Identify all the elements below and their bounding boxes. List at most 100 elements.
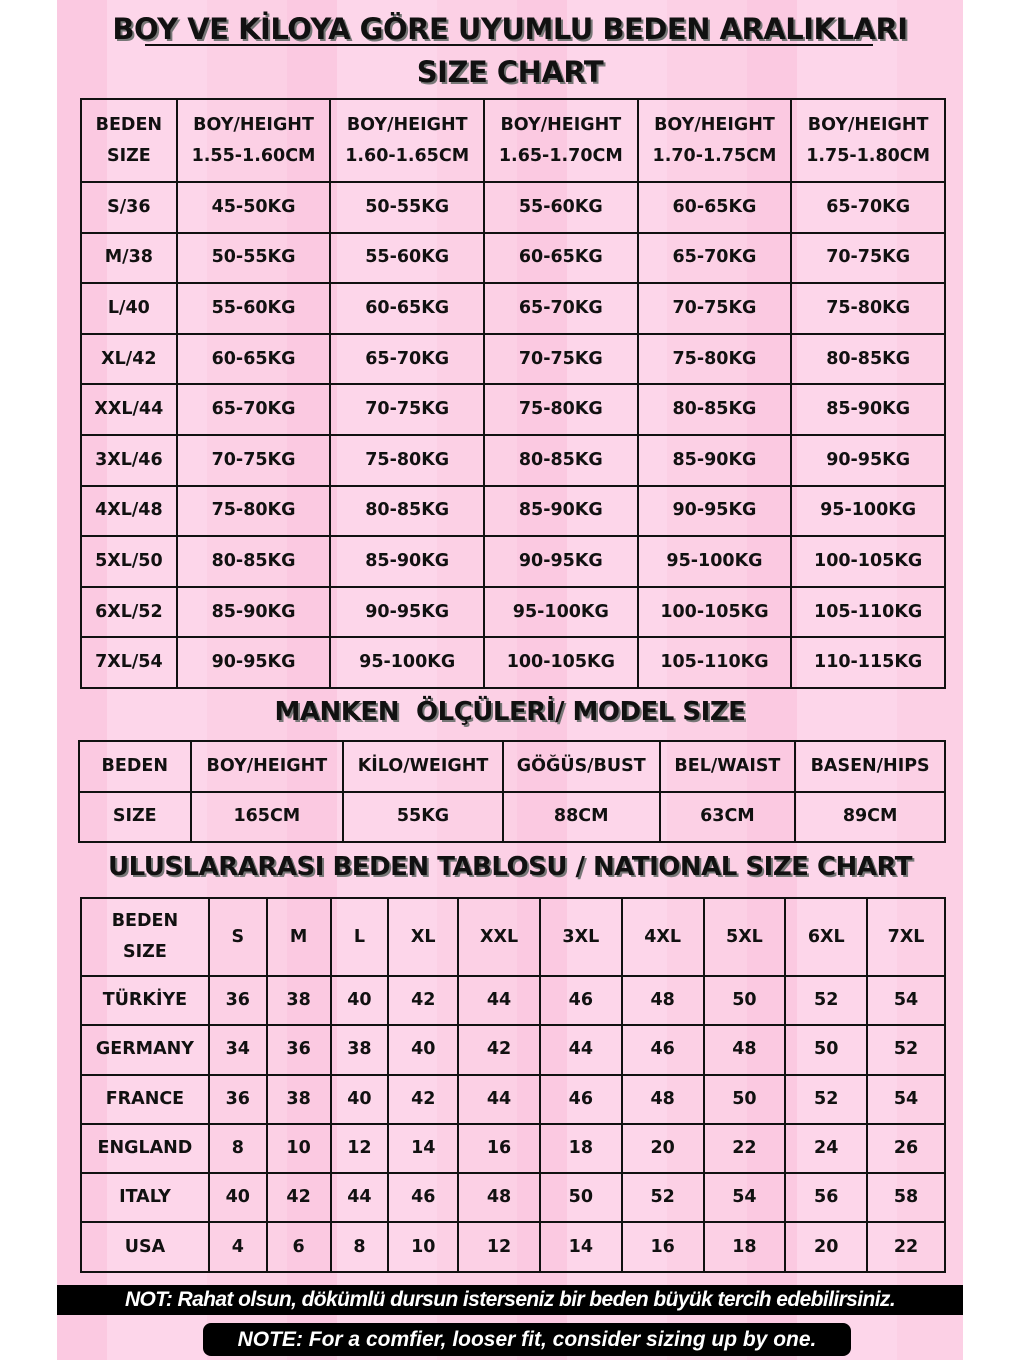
table-cell: 88CM [501,790,661,843]
table-cell: 75-80KG [483,383,639,436]
table-cell: 10 [387,1221,460,1273]
table-cell: 95-100KG [329,636,485,689]
table-cell: 80-85KG [483,433,639,487]
table-cell: 90-95KG [483,535,639,588]
table-cell: 105-110KG [790,585,946,639]
table-cell: 50-55KG [175,231,332,285]
header-cell: S [207,897,268,977]
table-cell: 58 [866,1172,946,1224]
table-cell: 46 [538,1073,623,1125]
table-cell: 16 [457,1122,541,1175]
note-english: NOTE: For a comfier, looser fit, conside… [203,1323,851,1356]
header-row: BEDEN BOY/HEIGHT KİLO/WEIGHT GÖĞÜS/BUST BEL/… [78,740,946,793]
table-cell: BASEN/HIPS [794,740,946,793]
header-row: BEDEN SIZE BOY/HEIGHT 1.55-1.60CM BOY/HEIGHT… [80,98,946,183]
table-cell: 50-55KG [329,181,485,234]
header-cell: 4XL [620,897,705,977]
table-row: S/36 45-50KG 50-55KG 55-60KG 60-65KG 65-70KG [80,181,946,234]
table-cell: 3XL/46 [80,433,178,487]
table-cell: 70-75KG [329,383,485,436]
note-turkish: NOT: Rahat olsun, dökümlü dursun isterse… [57,1285,963,1315]
table-cell: BEDEN [78,740,192,793]
table-cell: 6 [265,1221,332,1273]
header-cell: 6XL [784,897,869,977]
table-cell: SIZE [78,790,192,843]
header-cell: BEDEN SIZE [80,897,210,977]
table-cell: 46 [538,974,623,1027]
table-cell: 44 [329,1172,390,1224]
table-cell: 52 [620,1172,705,1224]
table-row: FRANCE 36 38 40 42 44 46 48 50 52 54 [80,1073,946,1125]
table-cell: 54 [866,974,946,1027]
table-cell: L/40 [80,282,178,335]
table-cell: 90-95KG [175,636,332,689]
table-cell: 46 [387,1172,460,1224]
table-row: 4XL/48 75-80KG 80-85KG 85-90KG 90-95KG 95-100… [80,484,946,538]
table-cell: 55-60KG [483,181,639,234]
header-text: 1.70-1.75CM [652,145,777,166]
table-row: GERMANY 34 36 38 40 42 44 46 48 50 52 [80,1024,946,1076]
table-cell: 65-70KG [790,181,946,234]
table-cell: 50 [702,1073,787,1125]
table-cell: 4 [207,1221,268,1273]
table-cell: 55-60KG [175,282,332,335]
table-cell: 85-90KG [790,383,946,436]
table-cell: 6XL/52 [80,585,178,639]
header-text: BOY/HEIGHT [193,114,314,135]
table-row: TÜRKİYE 36 38 40 42 44 46 48 50 52 54 [80,974,946,1027]
table-cell: GERMANY [80,1024,210,1076]
table-cell: 40 [329,974,390,1027]
table-cell: 48 [620,1073,705,1125]
table-cell: M/38 [80,231,178,285]
table-cell: 60-65KG [483,231,639,285]
table-cell: 95-100KG [483,585,639,639]
table-cell: 80-85KG [636,383,793,436]
table-cell: 14 [387,1122,460,1175]
title-underline [145,44,873,46]
table-cell: GÖĞÜS/BUST [501,740,661,793]
header-cell: BOY/HEIGHT 1.55-1.60CM [175,98,332,183]
table-cell: 100-105KG [636,585,793,639]
table-cell: 48 [620,974,705,1027]
table-cell: 34 [207,1024,268,1076]
table-cell: KİLO/WEIGHT [342,740,504,793]
table-cell: 22 [866,1221,946,1273]
table-cell: TÜRKİYE [80,974,210,1027]
table-cell: 165CM [189,790,345,843]
table-cell: 40 [329,1073,390,1125]
table-cell: 26 [866,1122,946,1175]
table-cell: 38 [329,1024,390,1076]
table-cell: 10 [265,1122,332,1175]
table-cell: 44 [457,1073,541,1125]
header-text: BEDEN [95,114,163,135]
table-cell: 70-75KG [483,332,639,386]
table-cell: 45-50KG [175,181,332,234]
table-cell: 63CM [658,790,797,843]
page-subtitle: SIZE CHART [416,55,604,89]
table-cell: 44 [538,1024,623,1076]
table-cell: 75-80KG [790,282,946,335]
table-row: ENGLAND 8 10 12 14 16 18 20 22 24 26 [80,1122,946,1175]
header-cell: XL [387,897,460,977]
table-cell: 70-75KG [790,231,946,285]
header-cell: L [329,897,390,977]
table-cell: 48 [457,1172,541,1224]
table-cell: 60-65KG [329,282,485,335]
table-cell: XXL/44 [80,383,178,436]
header-text: 4XL [644,926,682,947]
table-row: M/38 50-55KG 55-60KG 60-65KG 65-70KG 70-75KG [80,231,946,285]
table-cell: 60-65KG [636,181,793,234]
table-cell: 80-85KG [790,332,946,386]
table-cell: 5XL/50 [80,535,178,588]
header-text: 3XL [562,926,600,947]
table-cell: 42 [457,1024,541,1076]
table-cell: 14 [538,1221,623,1273]
header-row: BEDEN SIZE S M L XL XXL 3XL 4XL 5XL 6XL 7XL [80,897,946,977]
table-cell: 90-95KG [790,433,946,487]
model-size-title: MANKEN ÖLÇÜLERİ/ MODEL SIZE [274,697,746,727]
header-cell: M [265,897,332,977]
national-size-table: BEDEN SIZE S M L XL XXL 3XL 4XL 5XL 6XL 7XL TÜRKİYE 3… [80,897,946,1273]
table-cell: 100-105KG [483,636,639,689]
header-cell: 5XL [702,897,787,977]
table-cell: 85-90KG [175,585,332,639]
